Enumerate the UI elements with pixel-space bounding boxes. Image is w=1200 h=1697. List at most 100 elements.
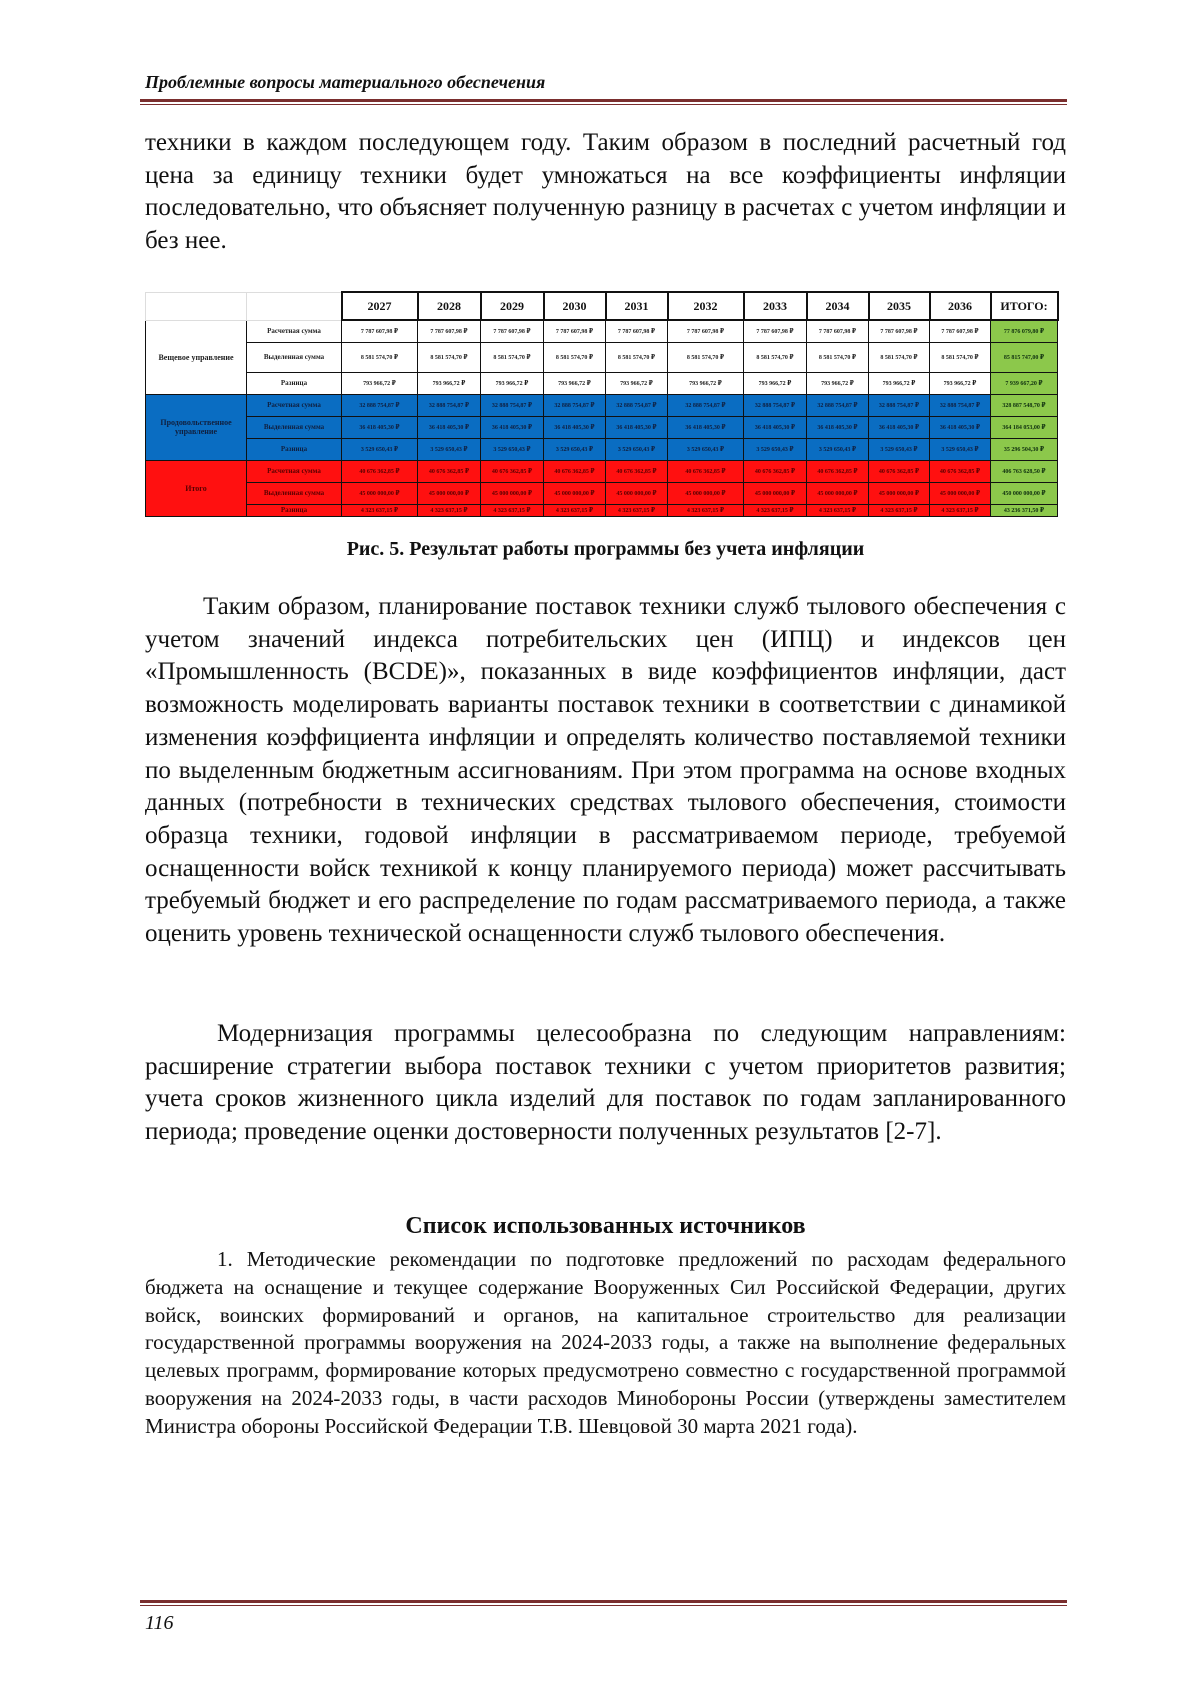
group-label: Итого	[145, 459, 247, 517]
year-header: 2030	[542, 291, 607, 321]
value-cell: 793 966,72 ₽	[417, 371, 481, 395]
value-cell: 45 000 000,00 ₽	[605, 481, 668, 505]
row-label: Разница	[246, 503, 342, 517]
value-cell: 7 787 607,98 ₽	[667, 319, 744, 343]
group-label: Продовольственное управление	[145, 393, 247, 461]
year-header: 2031	[604, 291, 669, 321]
figure-caption: Рис. 5. Результат работы программы без у…	[346, 538, 865, 560]
value-cell: 45 000 000,00 ₽	[743, 481, 807, 505]
value-cell: 793 966,72 ₽	[743, 371, 807, 395]
value-cell: 36 418 405,30 ₽	[929, 415, 991, 439]
value-cell: 32 888 754,87 ₽	[667, 393, 744, 417]
value-cell: 4 323 637,15 ₽	[743, 503, 807, 517]
value-cell: 45 000 000,00 ₽	[929, 481, 991, 505]
header-blank	[246, 291, 342, 321]
value-cell: 36 418 405,30 ₽	[480, 415, 544, 439]
row-label: Расчетная сумма	[246, 459, 342, 483]
value-cell: 793 966,72 ₽	[605, 371, 668, 395]
total-cell: 77 876 079,80 ₽	[990, 319, 1058, 343]
total-cell: 450 000 000,00 ₽	[990, 481, 1058, 505]
value-cell: 7 787 607,98 ₽	[806, 319, 869, 343]
value-cell: 45 000 000,00 ₽	[868, 481, 930, 505]
value-cell: 36 418 405,30 ₽	[605, 415, 668, 439]
total-cell: 406 763 628,50 ₽	[990, 459, 1058, 483]
value-cell: 8 581 574,70 ₽	[743, 341, 807, 373]
value-cell: 7 787 607,98 ₽	[417, 319, 481, 343]
body-paragraph-2: Модернизация программы целесообразна по …	[145, 1020, 1066, 1146]
value-cell: 36 418 405,30 ₽	[417, 415, 481, 439]
value-cell: 40 676 362,85 ₽	[417, 459, 481, 483]
value-cell: 40 676 362,85 ₽	[341, 459, 418, 483]
year-header: 2033	[742, 291, 808, 321]
header-rule	[140, 99, 1067, 105]
value-cell: 36 418 405,30 ₽	[341, 415, 418, 439]
value-cell: 40 676 362,85 ₽	[480, 459, 544, 483]
value-cell: 8 581 574,70 ₽	[605, 341, 668, 373]
value-cell: 45 000 000,00 ₽	[417, 481, 481, 505]
value-cell: 8 581 574,70 ₽	[417, 341, 481, 373]
group-label: Вещевое управление	[145, 319, 247, 395]
table-row: Вещевое управление Расчетная сумма 7 787 6…	[145, 319, 1058, 395]
value-cell: 7 787 607,98 ₽	[929, 319, 991, 343]
value-cell: 3 529 650,43 ₽	[480, 437, 544, 461]
value-cell: 793 966,72 ₽	[667, 371, 744, 395]
value-cell: 7 787 607,98 ₽	[605, 319, 668, 343]
value-cell: 7 787 607,98 ₽	[480, 319, 544, 343]
value-cell: 45 000 000,00 ₽	[341, 481, 418, 505]
value-cell: 8 581 574,70 ₽	[868, 341, 930, 373]
value-cell: 4 323 637,15 ₽	[417, 503, 481, 517]
value-cell: 4 323 637,15 ₽	[929, 503, 991, 517]
value-cell: 32 888 754,87 ₽	[743, 393, 807, 417]
value-cell: 4 323 637,15 ₽	[868, 503, 930, 517]
value-cell: 4 323 637,15 ₽	[341, 503, 418, 517]
year-header: 2027	[340, 291, 419, 321]
value-cell: 3 529 650,43 ₽	[806, 437, 869, 461]
value-cell: 3 529 650,43 ₽	[743, 437, 807, 461]
footer-rule	[140, 1600, 1067, 1606]
table-row: Выделенная сумма 36 418 405,30 ₽36 418 40…	[146, 415, 1058, 439]
table-row: Выделенная сумма 45 000 000,00 ₽45 000 00…	[146, 481, 1058, 505]
value-cell: 3 529 650,43 ₽	[605, 437, 668, 461]
intro-paragraph: техники в каждом последующем году. Таким…	[145, 129, 1066, 255]
row-label: Выделенная сумма	[246, 415, 342, 439]
value-cell: 36 418 405,30 ₽	[743, 415, 807, 439]
header-blank	[145, 291, 247, 321]
year-header: 2035	[867, 291, 931, 321]
total-cell: 85 815 747,00 ₽	[990, 341, 1058, 373]
value-cell: 4 323 637,15 ₽	[605, 503, 668, 517]
body-paragraph-1: Таким образом, планирование поставок тех…	[145, 593, 1066, 948]
value-cell: 32 888 754,87 ₽	[929, 393, 991, 417]
year-header: 2032	[666, 291, 745, 321]
value-cell: 36 418 405,30 ₽	[806, 415, 869, 439]
value-cell: 3 529 650,43 ₽	[929, 437, 991, 461]
value-cell: 36 418 405,30 ₽	[543, 415, 606, 439]
value-cell: 8 581 574,70 ₽	[543, 341, 606, 373]
value-cell: 4 323 637,15 ₽	[667, 503, 744, 517]
value-cell: 32 888 754,87 ₽	[868, 393, 930, 417]
value-cell: 32 888 754,87 ₽	[417, 393, 481, 417]
value-cell: 36 418 405,30 ₽	[868, 415, 930, 439]
value-cell: 3 529 650,43 ₽	[543, 437, 606, 461]
running-header: Проблемные вопросы материального обеспеч…	[145, 72, 546, 92]
total-cell: 328 887 548,70 ₽	[990, 393, 1058, 417]
value-cell: 793 966,72 ₽	[868, 371, 930, 395]
total-cell: 35 296 504,30 ₽	[990, 437, 1058, 461]
value-cell: 793 966,72 ₽	[341, 371, 418, 395]
total-cell: 364 184 053,00 ₽	[990, 415, 1058, 439]
value-cell: 4 323 637,15 ₽	[480, 503, 544, 517]
results-table: 2027 2028 2029 2030 2031 2032 2033 2034 2035 2036…	[145, 291, 1059, 517]
value-cell: 45 000 000,00 ₽	[806, 481, 869, 505]
value-cell: 793 966,72 ₽	[480, 371, 544, 395]
row-label: Расчетная сумма	[246, 319, 342, 343]
value-cell: 40 676 362,85 ₽	[543, 459, 606, 483]
value-cell: 40 676 362,85 ₽	[605, 459, 668, 483]
value-cell: 7 787 607,98 ₽	[743, 319, 807, 343]
value-cell: 40 676 362,85 ₽	[868, 459, 930, 483]
value-cell: 45 000 000,00 ₽	[543, 481, 606, 505]
value-cell: 8 581 574,70 ₽	[929, 341, 991, 373]
value-cell: 32 888 754,87 ₽	[543, 393, 606, 417]
value-cell: 4 323 637,15 ₽	[543, 503, 606, 517]
value-cell: 32 888 754,87 ₽	[480, 393, 544, 417]
value-cell: 3 529 650,43 ₽	[341, 437, 418, 461]
total-cell: 43 236 371,50 ₽	[990, 503, 1058, 517]
